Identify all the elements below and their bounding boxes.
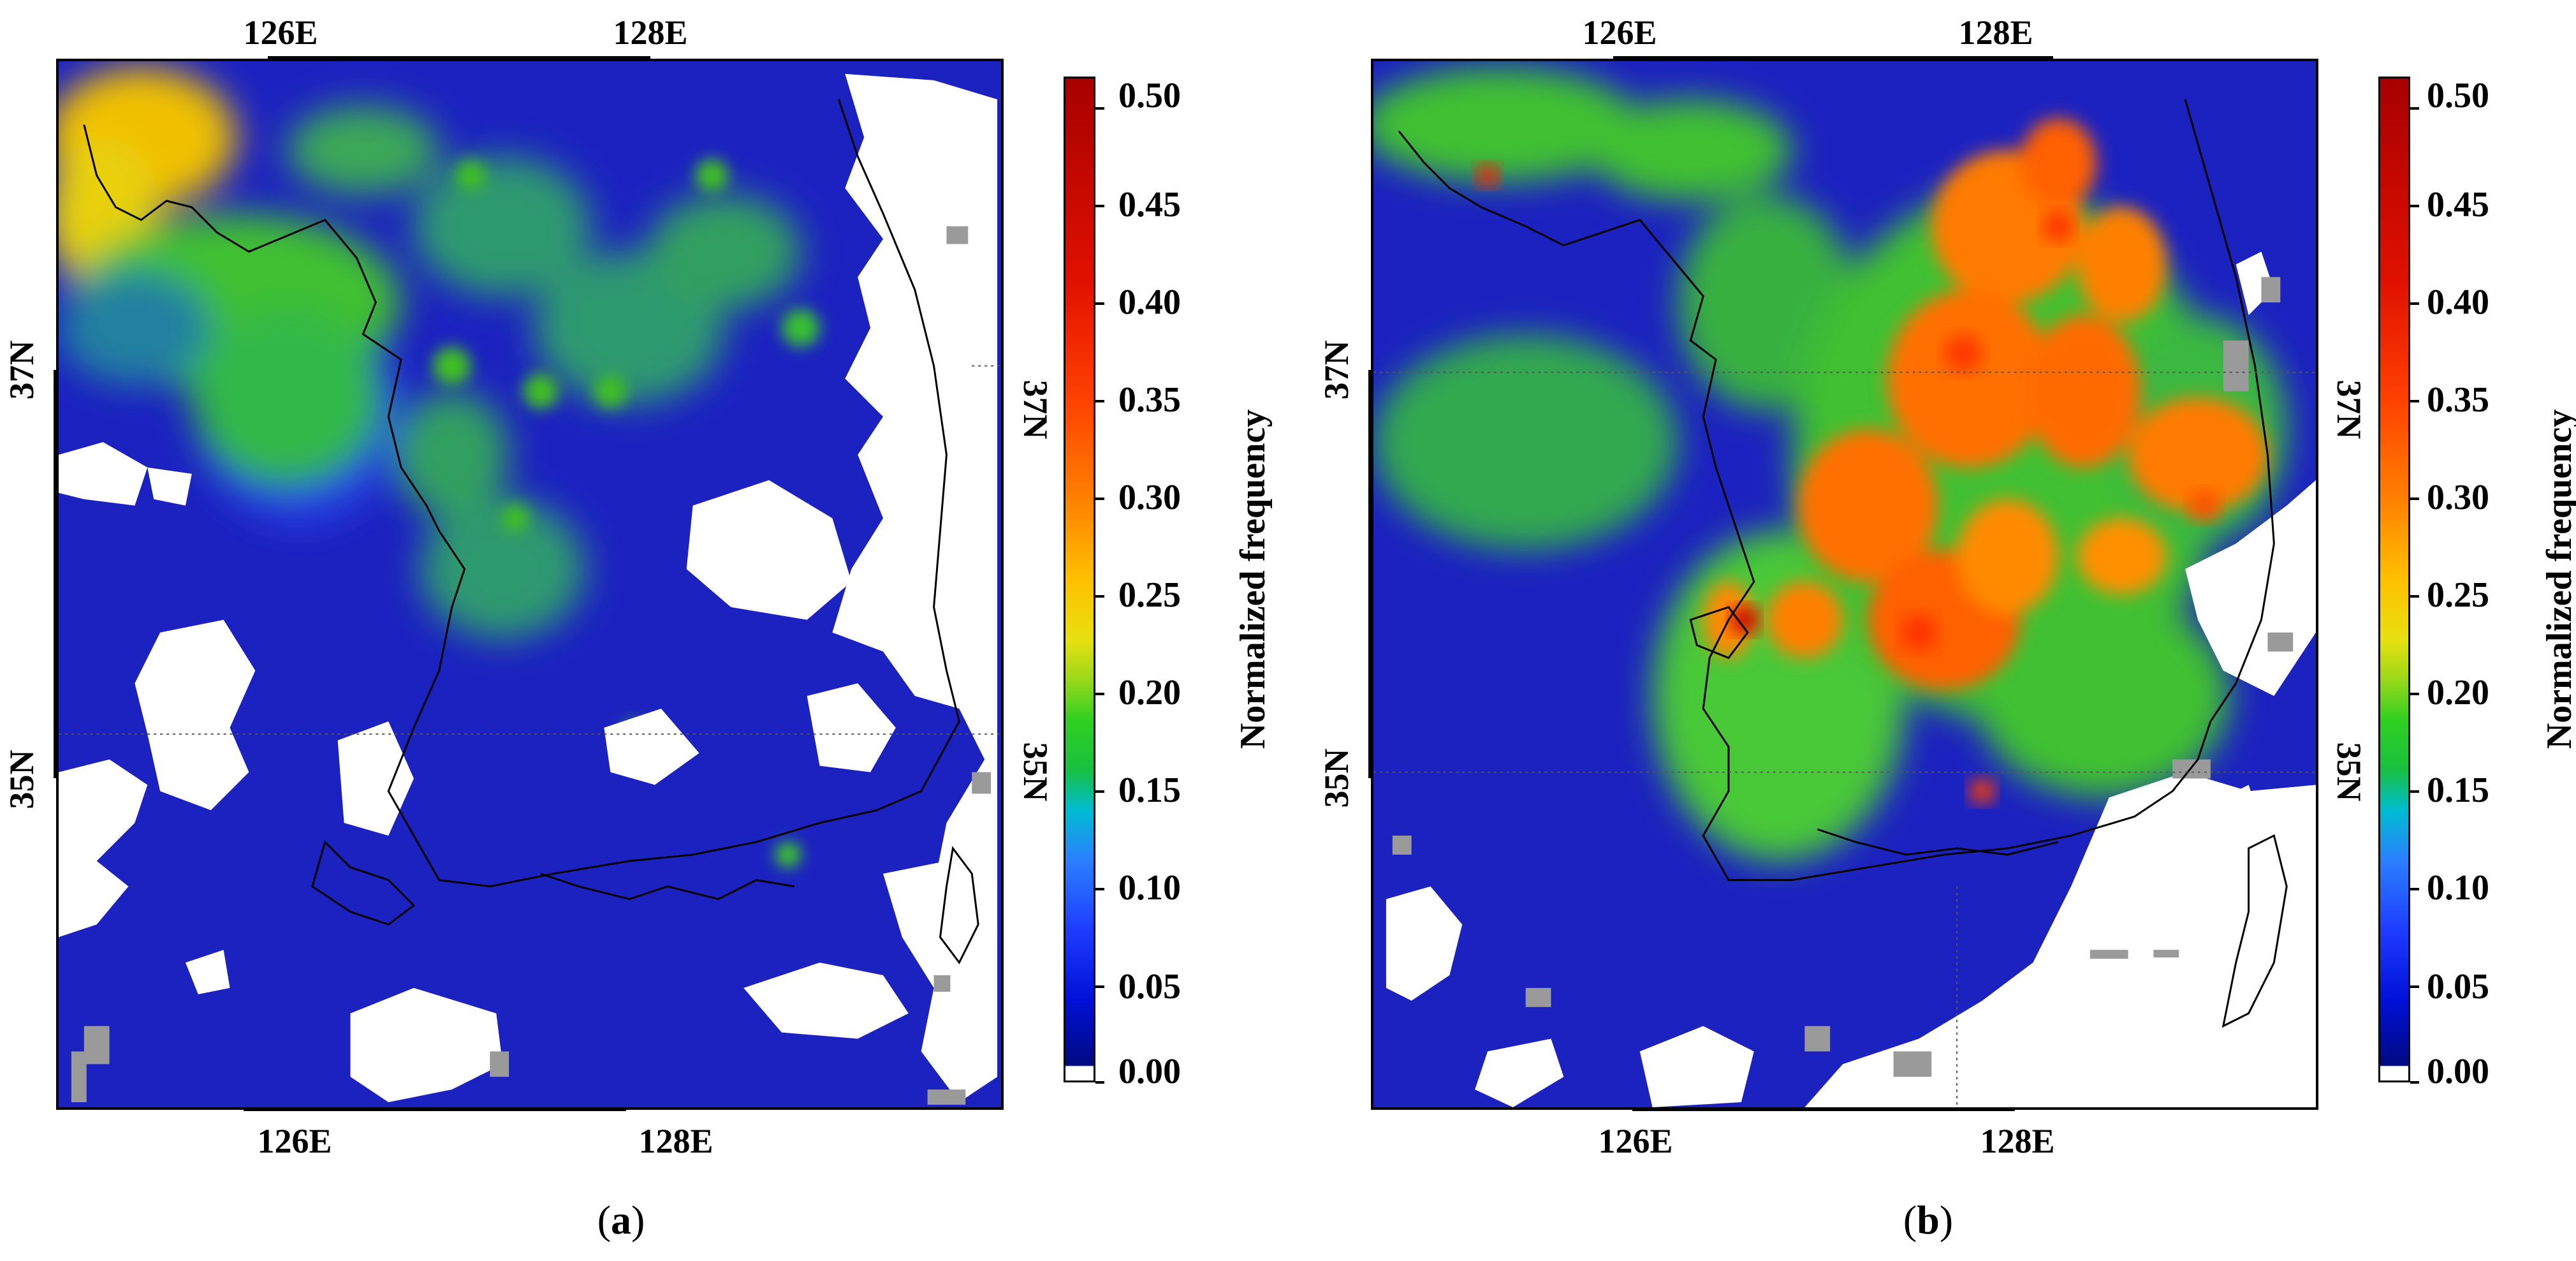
coastline	[1398, 99, 2288, 1028]
graticule	[1373, 371, 2316, 1107]
panel-caption-a: (a)	[597, 1197, 645, 1243]
panel-a: 126E 128E 126E 128E 37N 35N 37N 35N 0.00…	[3, 13, 1273, 1243]
right-tick-37n: 37N	[1016, 380, 1055, 439]
top-tick-126e: 126E	[1582, 13, 1657, 52]
no-data-patches	[1386, 251, 2316, 1107]
frequency-blobs	[59, 67, 801, 639]
colorbar-label-0-30: 0.30	[2427, 478, 2489, 517]
colorbar-label-0-05: 0.05	[1118, 967, 1181, 1007]
colorbar-title-b: Normalized frequency	[2540, 409, 2576, 749]
high-frequency-cores	[1703, 118, 2268, 690]
right-tick-35n: 35N	[1016, 742, 1055, 802]
bottom-axis-bar	[1632, 1107, 2015, 1111]
colorbar-label-0-00: 0.00	[1118, 1052, 1181, 1091]
colorbar-b	[2378, 77, 2410, 1082]
colorbar-label-0-00: 0.00	[2427, 1052, 2489, 1091]
colorbar-title-a: Normalized frequency	[1233, 409, 1273, 749]
map-frame-b	[1371, 59, 2318, 1110]
colorbar-label-0-35: 0.35	[1118, 380, 1181, 420]
top-tick-126e: 126E	[243, 13, 318, 52]
bottom-tick-128e: 128E	[1980, 1122, 2055, 1160]
top-tick-128e: 128E	[613, 13, 688, 52]
colorbar-label-0-10: 0.10	[2427, 868, 2489, 908]
bottom-axis-bar	[244, 1107, 626, 1111]
panel-b: 126E 128E 126E 128E 37N 35N 37N 35N 0.00…	[1288, 0, 2576, 1261]
colorbar-label-0-45: 0.45	[1118, 185, 1181, 225]
left-axis-bar	[1368, 370, 1372, 778]
colorbar-label-0-25: 0.25	[1118, 575, 1181, 615]
left-tick-37n: 37N	[3, 340, 41, 400]
frequency-map-b	[1373, 61, 2316, 1107]
graticule	[59, 365, 1001, 735]
bottom-tick-126e: 126E	[257, 1122, 332, 1160]
colorbar-label-0-20: 0.20	[1118, 673, 1181, 712]
colorbar-label-0-15: 0.15	[2427, 771, 2489, 810]
frequency-map-a	[59, 61, 1001, 1107]
left-tick-35n: 35N	[1317, 748, 1356, 808]
colorbar-label-0-50: 0.50	[2427, 76, 2489, 115]
colorbar-label-0-30: 0.30	[1118, 478, 1181, 517]
colorbar-label-0-20: 0.20	[2427, 673, 2489, 712]
colorbar-a	[1064, 77, 1095, 1082]
top-axis-bar	[268, 56, 650, 60]
colorbar-label-0-10: 0.10	[1118, 868, 1181, 908]
right-tick-35n: 35N	[2330, 742, 2368, 802]
left-tick-37n: 37N	[1317, 340, 1356, 400]
colorbar-label-0-05: 0.05	[2427, 967, 2489, 1007]
map-frame-a	[56, 59, 1004, 1110]
top-axis-bar	[1613, 56, 2053, 60]
left-axis-bar	[54, 370, 57, 778]
colorbar-label-0-50: 0.50	[1118, 76, 1181, 115]
colorbar-label-0-15: 0.15	[1118, 771, 1181, 810]
hotspots	[1476, 164, 2220, 804]
panel-caption-b: (b)	[1903, 1197, 1954, 1243]
no-data-patches	[59, 73, 998, 1103]
colorbar-label-0-35: 0.35	[2427, 380, 2489, 420]
colorbar-label-0-40: 0.40	[1118, 283, 1181, 322]
left-tick-35n: 35N	[3, 749, 41, 809]
colorbar-label-0-45: 0.45	[2427, 185, 2489, 225]
colorbar-label-0-25: 0.25	[2427, 575, 2489, 615]
coastline	[83, 99, 979, 964]
colorbar-label-0-40: 0.40	[2427, 283, 2489, 322]
missing-data-patches	[71, 226, 992, 1105]
bottom-tick-126e: 126E	[1598, 1122, 1673, 1160]
right-tick-37n: 37N	[2330, 380, 2368, 439]
missing-data-patches	[1392, 277, 2294, 1077]
bottom-tick-128e: 128E	[638, 1122, 714, 1160]
top-tick-128e: 128E	[1958, 13, 2033, 52]
